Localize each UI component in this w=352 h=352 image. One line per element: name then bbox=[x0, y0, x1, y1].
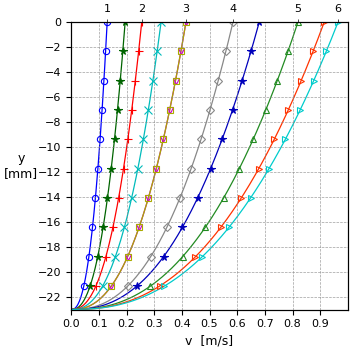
Y-axis label: y
[mm]: y [mm] bbox=[4, 152, 38, 180]
X-axis label: v  [m/s]: v [m/s] bbox=[186, 335, 234, 348]
